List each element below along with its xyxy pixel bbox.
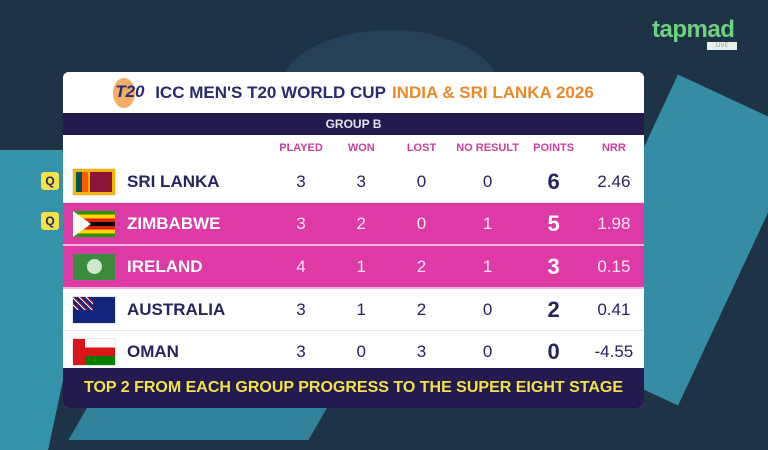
tournament-title: ICC MEN'S T20 WORLD CUP — [155, 82, 386, 102]
team-name: SRI LANKA — [127, 171, 220, 191]
lost: 3 — [416, 341, 427, 361]
header-nrr: NRR — [601, 142, 626, 154]
tournament-host: INDIA & SRI LANKA 2026 — [391, 82, 594, 102]
nrr: 0.41 — [597, 299, 631, 319]
no-result: 1 — [482, 256, 493, 276]
t20-logo-icon: T20 — [113, 77, 149, 108]
header-lost: LOST — [406, 142, 437, 154]
points: 3 — [547, 253, 560, 279]
table-row: OMAN 3 0 3 0 0 -4.55 — [63, 331, 644, 373]
team-name: OMAN — [127, 341, 179, 361]
no-result: 0 — [482, 341, 493, 361]
qualified-badge: Q — [41, 172, 59, 190]
no-result: 1 — [482, 213, 493, 233]
australia-flag-icon — [73, 296, 115, 323]
won: 1 — [356, 256, 366, 276]
live-badge: LIVE — [707, 42, 737, 50]
no-result: 0 — [482, 299, 493, 319]
points: 6 — [547, 168, 560, 194]
no-result: 0 — [482, 171, 493, 191]
won: 1 — [356, 299, 366, 319]
header-won: WON — [347, 142, 375, 154]
zimbabwe-flag-icon — [73, 210, 115, 237]
ireland-flag-icon — [73, 253, 115, 280]
oman-flag-icon — [73, 338, 115, 365]
table-row: IRELAND 4 1 2 1 3 0.15 — [63, 246, 644, 289]
lost: 2 — [416, 299, 427, 319]
lost: 0 — [416, 213, 427, 233]
team-name: IRELAND — [127, 256, 203, 276]
lost: 2 — [416, 256, 427, 276]
sri-lanka-flag-icon — [73, 168, 115, 195]
team-name: ZIMBABWE — [127, 213, 221, 233]
header-played: PLAYED — [279, 142, 323, 154]
column-headers: PLAYED WON LOST NO RESULT POINTS NRR — [63, 135, 644, 161]
header-points: POINTS — [533, 142, 575, 154]
table-row: AUSTRALIA 3 1 2 0 2 0.41 — [63, 289, 644, 331]
standings-table: T20 ICC MEN'S T20 WORLD CUP INDIA & SRI … — [63, 72, 644, 408]
nrr: 2.46 — [597, 171, 631, 191]
nrr: 1.98 — [597, 213, 631, 233]
table-row: SRI LANKA 3 3 0 0 6 2.46 — [63, 161, 644, 203]
header-no-result: NO RESULT — [456, 142, 519, 154]
points: 5 — [547, 210, 560, 236]
won: 3 — [356, 171, 366, 191]
nrr: -4.55 — [594, 341, 634, 361]
lost: 0 — [416, 171, 427, 191]
group-label: GROUP B — [63, 113, 644, 135]
team-name: AUSTRALIA — [127, 299, 226, 319]
qualified-badge: Q — [41, 212, 59, 230]
played: 3 — [296, 213, 306, 233]
played: 3 — [296, 171, 306, 191]
broadcaster-logo: tapmad — [652, 16, 735, 43]
table-row: ZIMBABWE 3 2 0 1 5 1.98 — [63, 203, 644, 246]
played: 3 — [296, 299, 306, 319]
played: 4 — [296, 256, 306, 276]
won: 2 — [356, 213, 366, 233]
points: 0 — [547, 338, 560, 364]
won: 0 — [356, 341, 366, 361]
qualification-note: TOP 2 FROM EACH GROUP PROGRESS TO THE SU… — [63, 368, 644, 408]
nrr: 0.15 — [597, 256, 631, 276]
title-bar: T20 ICC MEN'S T20 WORLD CUP INDIA & SRI … — [63, 72, 644, 113]
played: 3 — [296, 341, 306, 361]
points: 2 — [547, 296, 560, 322]
